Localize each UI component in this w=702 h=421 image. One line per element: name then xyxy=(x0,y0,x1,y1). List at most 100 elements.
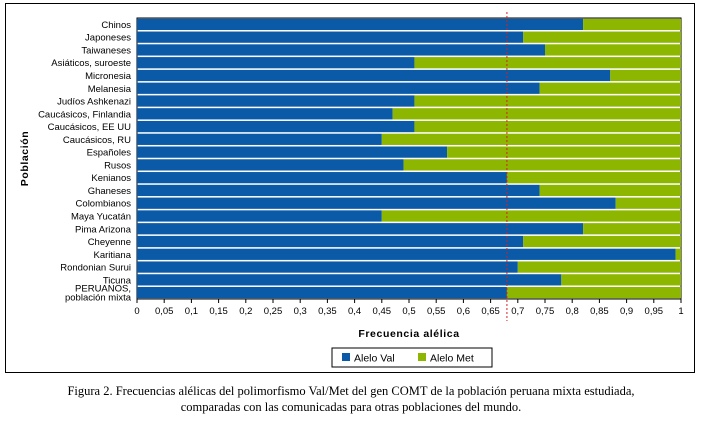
bar-val-4 xyxy=(137,69,611,82)
legend-label-met: Alelo Met xyxy=(430,353,474,365)
bar-val-8 xyxy=(137,120,415,133)
category-label-2: Taiwaneses xyxy=(81,45,131,56)
bar-val-19 xyxy=(137,261,518,273)
category-label-19: Rondonian Surui xyxy=(60,263,131,274)
bar-met-2 xyxy=(545,44,681,56)
bar-met-1 xyxy=(523,31,681,43)
bar-met-15 xyxy=(381,210,681,222)
x-tick-label-3: 0,15 xyxy=(209,306,228,317)
category-label-16: Pima Arizona xyxy=(75,224,132,235)
x-tick-label-5: 0,25 xyxy=(264,306,283,317)
x-tick-label-19: 0,95 xyxy=(645,306,664,317)
category-label-18: Karitiana xyxy=(94,250,132,261)
x-tick-label-16: 0,8 xyxy=(566,306,579,317)
bar-val-12 xyxy=(137,172,507,184)
bar-met-12 xyxy=(506,172,681,184)
bar-val-14 xyxy=(137,197,616,209)
category-label-11: Rusos xyxy=(104,160,131,171)
x-axis-title: Frecuencia alélica xyxy=(358,328,459,340)
category-label-20: Ticuna xyxy=(103,275,132,286)
category-label-0: Chinos xyxy=(101,20,131,31)
bar-met-16 xyxy=(583,223,681,235)
category-label-5: Melanesia xyxy=(88,84,132,95)
bar-val-9 xyxy=(137,133,382,145)
bar-met-5 xyxy=(539,82,681,94)
x-tick-label-15: 0,75 xyxy=(536,306,555,317)
bar-val-2 xyxy=(137,44,545,56)
bar-met-19 xyxy=(517,261,681,273)
bar-met-10 xyxy=(447,146,681,158)
bar-met-9 xyxy=(381,133,681,145)
x-tick-label-2: 0,1 xyxy=(185,306,198,317)
bar-val-17 xyxy=(137,235,524,248)
category-label-6: Judíos Ashkenazi xyxy=(57,97,131,108)
bar-met-7 xyxy=(392,108,681,120)
bar-met-14 xyxy=(615,197,681,209)
category-label-17: Cheyenne xyxy=(88,237,131,248)
x-tick-label-17: 0,85 xyxy=(590,306,609,317)
bar-met-18 xyxy=(675,248,681,260)
bar-val-1 xyxy=(137,31,524,43)
bar-met-13 xyxy=(539,184,681,197)
bar-val-16 xyxy=(137,223,584,235)
x-tick-label-14: 0,7 xyxy=(511,306,524,317)
bar-val-0 xyxy=(137,18,584,31)
bar-val-6 xyxy=(137,95,415,107)
x-tick-label-13: 0,65 xyxy=(481,306,500,317)
x-tick-label-9: 0,45 xyxy=(373,306,392,317)
bar-val-15 xyxy=(137,210,382,222)
legend-box xyxy=(331,347,493,368)
bar-met-20 xyxy=(561,274,681,286)
category-label-10: Españoles xyxy=(87,148,132,159)
x-tick-label-10: 0,5 xyxy=(402,306,415,317)
caption-line-1: Figura 2. Frecuencias alélicas del polim… xyxy=(67,384,635,398)
category-label-4: Micronesia xyxy=(85,71,132,82)
bar-val-21 xyxy=(137,286,507,299)
category-label-15: Maya Yucatán xyxy=(71,211,131,222)
legend-swatch-met xyxy=(418,353,426,361)
legend-label-val: Alelo Val xyxy=(354,353,395,365)
x-tick-label-11: 0,55 xyxy=(427,306,446,317)
category-label-9: Caucásicos, RU xyxy=(63,135,131,146)
category-label-7: Caucásicos, Finlandia xyxy=(38,109,132,120)
x-tick-label-8: 0,4 xyxy=(348,306,361,317)
bar-met-0 xyxy=(583,18,681,31)
legend-swatch-val xyxy=(342,353,350,361)
category-label-14: Colombianos xyxy=(76,199,132,210)
bar-val-5 xyxy=(137,82,540,94)
x-tick-label-12: 0,6 xyxy=(457,306,470,317)
bar-val-7 xyxy=(137,108,393,120)
figure-caption: Figura 2. Frecuencias alélicas del polim… xyxy=(0,383,702,415)
x-tick-label-0: 0 xyxy=(134,306,139,317)
category-label-21-line-1: población mixta xyxy=(65,293,132,304)
bar-met-21 xyxy=(506,286,681,299)
y-axis-title: Población xyxy=(19,131,31,187)
bar-val-11 xyxy=(137,159,404,171)
bar-met-11 xyxy=(403,159,681,171)
x-tick-label-20: 1 xyxy=(678,306,683,317)
bar-val-3 xyxy=(137,57,415,69)
category-label-13: Ghaneses xyxy=(88,186,132,197)
category-label-3: Asiáticos, suroeste xyxy=(51,58,131,69)
category-label-21-line-0: PERUANOS, xyxy=(75,284,131,295)
bar-met-3 xyxy=(414,57,681,69)
caption-line-2: comparadas con las comunicadas para otra… xyxy=(180,400,522,414)
bar-val-18 xyxy=(137,248,676,260)
bar-val-20 xyxy=(137,274,562,286)
bar-val-13 xyxy=(137,184,540,197)
bar-met-4 xyxy=(610,69,681,82)
x-tick-label-1: 0,05 xyxy=(155,306,174,317)
x-tick-label-7: 0,35 xyxy=(318,306,337,317)
x-tick-label-18: 0,9 xyxy=(620,306,633,317)
bar-val-10 xyxy=(137,146,448,158)
figure-frame: Chinos Japoneses Taiwaneses Asiáticos, suro… xyxy=(5,3,695,373)
bar-met-6 xyxy=(414,95,681,107)
bar-met-17 xyxy=(523,235,681,248)
category-label-1: Japoneses xyxy=(85,33,131,44)
x-tick-label-6: 0,3 xyxy=(294,306,307,317)
x-tick-label-4: 0,2 xyxy=(239,306,252,317)
category-label-12: Kenianos xyxy=(91,173,131,184)
bar-met-8 xyxy=(414,120,681,133)
category-label-8: Caucásicos, EE UU xyxy=(48,122,132,133)
